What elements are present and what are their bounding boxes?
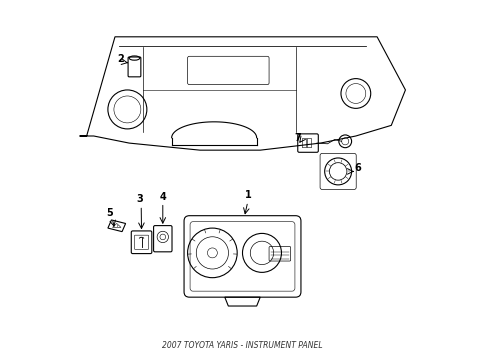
Text: 2007 TOYOTA YARIS - INSTRUMENT PANEL: 2007 TOYOTA YARIS - INSTRUMENT PANEL [162,341,322,350]
Text: 3: 3 [136,194,143,204]
Text: 1: 1 [244,190,251,200]
Text: 7: 7 [293,133,300,143]
Text: 2: 2 [117,54,123,64]
Text: 6: 6 [353,164,360,174]
Text: 5: 5 [106,208,113,218]
Text: 4: 4 [159,192,166,202]
